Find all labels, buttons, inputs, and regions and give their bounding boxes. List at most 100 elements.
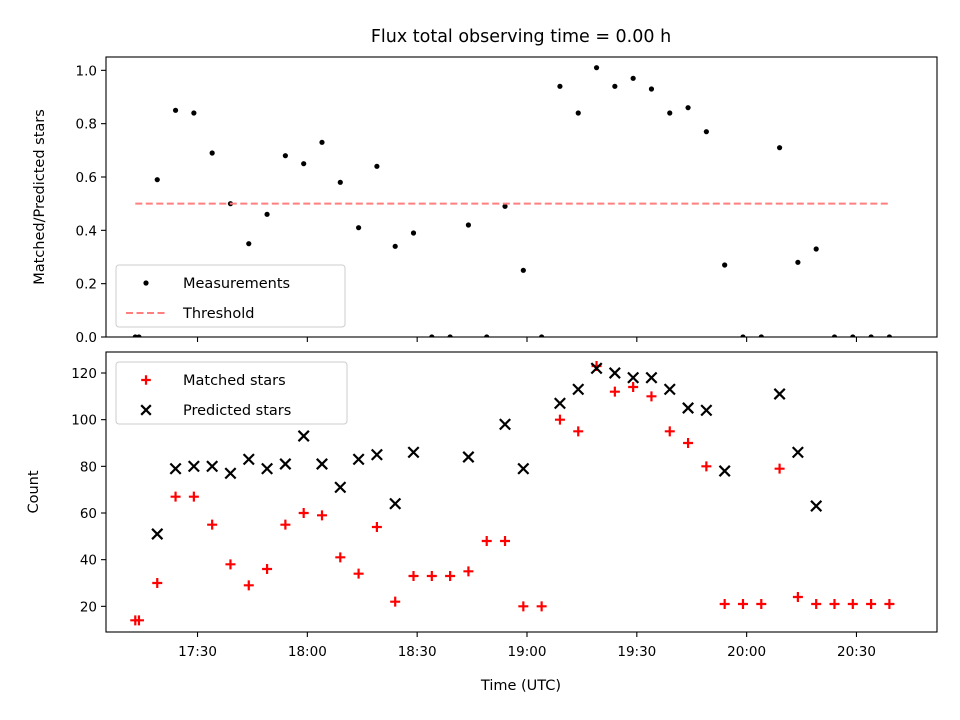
predicted-stars-point [773, 388, 786, 400]
bottom-y-tick-label: 100 [71, 413, 97, 429]
legend-label: Threshold [182, 306, 254, 322]
measurements-point [667, 110, 673, 116]
predicted-stars-point [261, 462, 274, 475]
matched-stars-point [646, 391, 657, 402]
matched-stars-point [609, 386, 620, 397]
matched-stars-point [243, 580, 254, 591]
measurements-point [539, 334, 545, 337]
matched-stars-point [701, 461, 712, 472]
matched-stars-point [829, 599, 840, 609]
measurements-point [392, 243, 398, 249]
measurements-point [136, 334, 142, 337]
matched-stars-point [390, 596, 401, 607]
bottom-y-tick-label: 80 [80, 459, 97, 475]
top-plot-frame [105, 56, 938, 338]
predicted-stars-point [791, 446, 804, 459]
predicted-stars-point [389, 497, 402, 510]
measurements-point [502, 203, 508, 209]
measurements-point [246, 241, 252, 247]
matched-stars-point [518, 601, 529, 612]
predicted-stars-point [608, 367, 621, 379]
predicted-stars-point [682, 402, 695, 414]
matched-stars-point [500, 536, 511, 546]
matched-stars-point [737, 599, 748, 609]
bottom-y-tick-label: 60 [80, 506, 97, 522]
measurements-point [813, 246, 819, 252]
measurements-point [612, 83, 618, 89]
top-legend: Measurements Threshold [115, 264, 346, 328]
matched-stars-point [280, 519, 291, 530]
matched-stars-point [316, 510, 327, 521]
predicted-stars-point [242, 453, 255, 466]
x-tick-label: 18:30 [398, 644, 437, 660]
measurements-point [374, 163, 380, 169]
predicted-stars-point [517, 462, 530, 475]
predicted-stars-point [316, 458, 328, 470]
matched-stars-point [884, 599, 895, 609]
chart-title: Flux total observing time = 0.00 h [371, 27, 671, 47]
measurements-point [209, 150, 215, 156]
bottom-legend-box [115, 361, 348, 425]
predicted-stars-point [169, 462, 182, 475]
matched-stars-point [847, 599, 858, 609]
top-legend-box [115, 264, 346, 328]
predicted-stars-point [718, 465, 731, 477]
top-y-tick-label: 0.4 [76, 223, 97, 239]
measurements-point [630, 75, 636, 81]
measurements-point [264, 211, 270, 217]
bottom-y-tick-label: 40 [80, 553, 97, 569]
measurements-point [557, 83, 563, 89]
predicted-stars-point [151, 528, 164, 540]
matched-stars-point [353, 568, 364, 579]
measurements-point [282, 153, 288, 159]
x-tick-label: 20:30 [837, 644, 876, 660]
top-data [132, 65, 893, 337]
matched-stars-point [481, 536, 492, 546]
measurements-point [795, 259, 801, 265]
matched-stars-point [719, 599, 730, 609]
bottom-y-axis-label: Count [26, 470, 42, 513]
x-tick-label: 19:30 [617, 644, 656, 660]
matched-stars-point [170, 491, 181, 502]
measurements-point [191, 110, 197, 116]
matched-stars-point [371, 522, 382, 532]
measurements-point [758, 334, 764, 337]
matched-stars-point [811, 599, 822, 609]
measurements-point [648, 86, 655, 92]
matched-stars-point [664, 426, 675, 437]
top-y-tick-label: 0.0 [76, 330, 97, 346]
predicted-stars-point [810, 500, 823, 512]
predicted-stars-point [663, 383, 676, 396]
matched-stars-point [866, 599, 877, 609]
measurements-point [429, 334, 435, 337]
legend-predicted-stars-swatch [140, 404, 152, 416]
matched-stars-point [225, 559, 236, 570]
legend-label: Matched stars [183, 373, 286, 389]
predicted-stars-point [206, 460, 219, 473]
matched-stars-point [188, 491, 199, 502]
matched-stars-point [792, 592, 803, 602]
matched-stars-point [207, 519, 218, 530]
legend-matched-stars-swatch [141, 375, 151, 385]
measurements-point [593, 65, 600, 71]
matched-stars-point [554, 414, 565, 425]
x-tick-label: 18:00 [288, 644, 327, 660]
predicted-stars-point [462, 451, 475, 463]
bottom-y-tick-label: 120 [71, 366, 97, 382]
matched-stars-point [573, 426, 584, 437]
top-y-axis-label: Matched/Predicted stars [32, 109, 48, 285]
measurements-point [447, 334, 453, 337]
predicted-stars-point [700, 404, 713, 417]
matched-stars-point [774, 463, 785, 474]
bottom-plot-frame [105, 351, 938, 633]
predicted-stars-point [499, 418, 512, 431]
x-tick-label: 19:00 [508, 644, 547, 660]
predicted-stars-point [407, 446, 420, 459]
x-tick-label: 20:00 [727, 644, 766, 660]
predicted-stars-point [645, 371, 658, 384]
bottom-y-tick-label: 20 [80, 599, 97, 615]
predicted-stars-point [297, 430, 310, 442]
matched-stars-point [298, 508, 309, 518]
top-y-tick-label: 0.2 [76, 277, 97, 293]
